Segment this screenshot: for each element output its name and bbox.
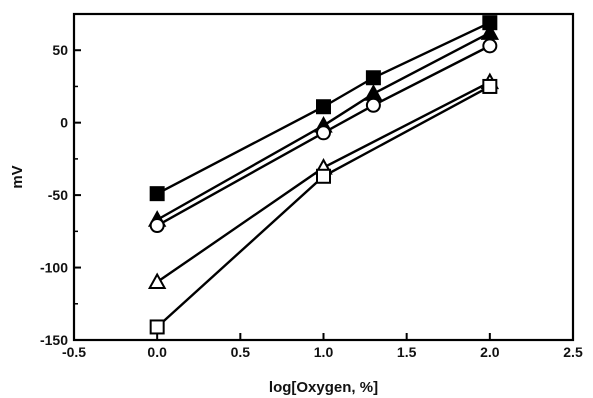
triangle-marker (147, 272, 167, 290)
y-tick-label: -150 (40, 332, 68, 348)
y-tick-label: -50 (48, 187, 68, 203)
circle-marker (316, 125, 331, 141)
x-tick-label: 0.5 (231, 344, 251, 360)
circle-marker (149, 218, 165, 234)
series-line (156, 31, 491, 221)
triangle-marker (364, 84, 383, 101)
y-tick-label: 50 (52, 42, 68, 58)
series-line (156, 44, 491, 227)
x-tick-label: 2.0 (480, 344, 500, 360)
series-open-circle (149, 38, 498, 234)
series-layer (147, 15, 500, 335)
x-tick-label: 1.0 (314, 344, 334, 360)
y-tick-label: 0 (60, 115, 68, 131)
x-axis-ticks: -0.5 0.0 0.5 1.0 1.5 2.0 2.5 (62, 333, 583, 360)
square-marker (149, 186, 165, 202)
series-line (156, 21, 491, 195)
x-tick-label: 0.0 (147, 344, 167, 360)
y-tick-label: -100 (40, 260, 68, 276)
x-tick-label: 2.5 (563, 344, 583, 360)
circle-marker (365, 97, 381, 113)
x-tick-label: -0.5 (62, 344, 86, 360)
square-marker (316, 99, 331, 115)
square-marker (482, 78, 498, 94)
y-axis-ticks: -150 -100 -50 0 50 (40, 42, 81, 348)
square-marker (365, 70, 381, 86)
square-marker (149, 319, 165, 335)
circle-marker (482, 38, 498, 54)
square-marker (316, 168, 331, 184)
x-axis-title: log[Oxygen, %] (269, 379, 378, 396)
series-open-square (149, 78, 498, 335)
y-axis-title: mV (9, 165, 26, 188)
x-tick-label: 1.5 (397, 344, 417, 360)
